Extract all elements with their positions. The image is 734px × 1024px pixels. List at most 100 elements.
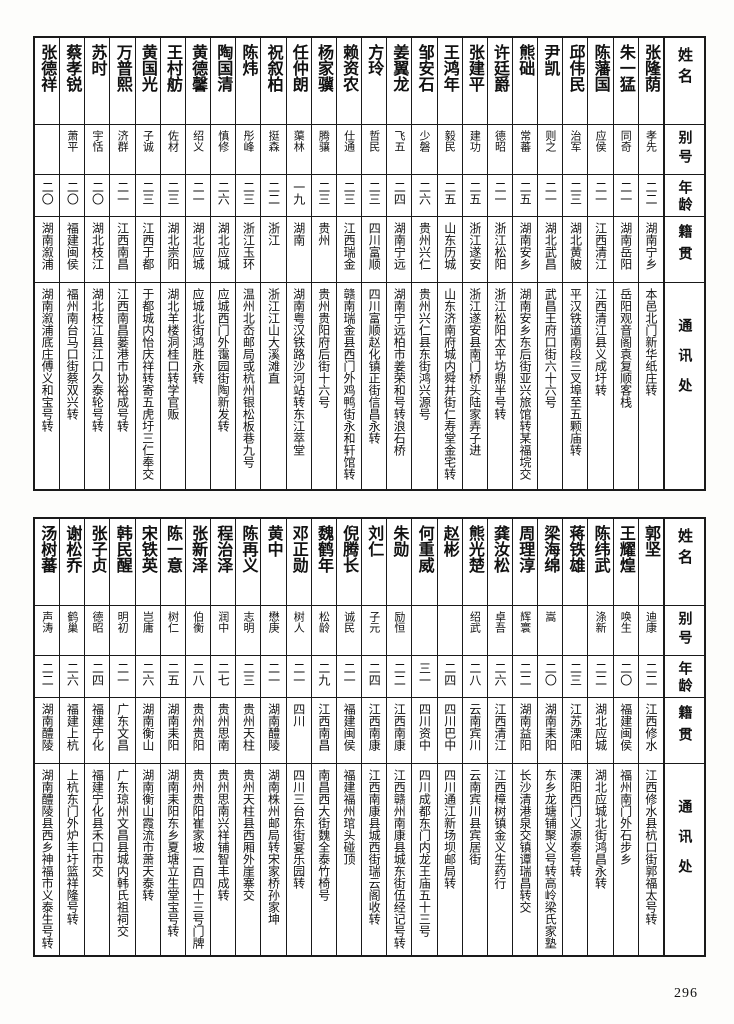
person-age-cell: 二五	[512, 174, 538, 216]
person-name-text: 张隆荫	[641, 44, 661, 92]
person-age-text: 二一	[342, 662, 357, 686]
person-column: 朱勋 励恒 二二 江西南康 江西赣州南康县城东街伍经记号转	[386, 519, 412, 955]
roster-table-bottom: 汤树蕃 声涛 二二 湖南醴陵 湖南醴陵县西乡神福市义泰生号转 谢松乔 鹤巢 二六 福建上杭 上杭东…	[33, 517, 706, 957]
person-age-cell: 二四	[437, 655, 462, 697]
person-column: 王村舫 佐材 二三 湖北崇阳 湖北羊楼洞桂口转学官贩	[159, 38, 185, 489]
person-origin-text: 江西南昌	[115, 222, 130, 270]
person-age-cell: 二四	[362, 655, 387, 697]
person-address-text: 福建福州琯头碰顶	[341, 769, 356, 865]
person-age-text: 二三	[241, 181, 256, 205]
person-name-cell: 张隆荫	[639, 38, 663, 124]
person-name-cell: 熊础	[513, 38, 537, 124]
person-alias-cell: 卓吾	[487, 605, 512, 655]
person-origin-cell: 浙江松阳	[487, 216, 512, 282]
person-address-text: 江西南昌蒌港市协裕成号转	[115, 288, 130, 432]
person-name-cell: 张德祥	[35, 38, 59, 124]
person-origin-text: 湖北应城	[191, 222, 206, 270]
person-alias-cell: 声涛	[35, 605, 60, 655]
person-origin-cell: 江西于都	[135, 216, 160, 282]
person-address-text: 东乡龙塘铺聚义号转高岭梁氏家塾	[543, 769, 558, 949]
person-age-cell: 一九	[286, 174, 311, 216]
person-origin-cell: 广东文昌	[110, 697, 135, 763]
person-alias-cell: 岂庸	[135, 605, 160, 655]
person-age-text: 二六	[140, 662, 155, 686]
person-alias-text: 辉寰	[518, 611, 532, 633]
person-alias-cell: 毅民	[437, 124, 462, 174]
person-address-text: 岳阳观音阁袁复顺客栈	[618, 288, 633, 408]
person-origin-cell: 浙江遂安	[462, 216, 487, 282]
person-alias-cell: 飞五	[387, 124, 412, 174]
person-address-cell: 四川成都东门内龙王庙五十三号	[412, 763, 437, 955]
person-alias-cell: 则之	[538, 124, 563, 174]
person-name-cell: 黄国光	[136, 38, 160, 124]
person-alias-cell: 挺森	[261, 124, 286, 174]
person-address-cell: 平汉铁道南段三叉埠至五颗庙转	[563, 282, 588, 489]
person-alias-text: 德昭	[91, 611, 104, 633]
person-name-cell: 龚汝松	[488, 519, 512, 605]
person-origin-text: 湖南岳阳	[618, 222, 633, 270]
person-alias-text: 仕通	[342, 130, 356, 152]
person-age-text: 二三	[140, 181, 155, 205]
person-alias-cell: 润中	[211, 605, 236, 655]
person-name-text: 张新泽	[189, 525, 209, 573]
person-alias-cell: 宇恬	[85, 124, 110, 174]
person-address-cell: 湖南粤汉铁路沙河站转东江萃堂	[286, 282, 311, 489]
person-name-cell: 宋铁英	[136, 519, 160, 605]
person-age-cell: 二五	[437, 174, 462, 216]
person-age-cell: 二六	[60, 655, 85, 697]
row-label-origin-cell: 籍贯	[664, 216, 704, 282]
person-address-text: 云南宾川县宾居街	[467, 769, 482, 865]
person-age-text: 二八	[467, 662, 482, 686]
person-origin-cell: 江西瑞金	[336, 216, 362, 282]
person-address-text: 湖南安乡东后街亚兴旅馆转某福垸交	[518, 288, 533, 480]
person-origin-cell: 湖南宁远	[387, 216, 412, 282]
person-alias-cell: 哲民	[362, 124, 387, 174]
person-name-cell: 陈纬武	[588, 519, 612, 605]
person-address-cell: 四川富顺赵化镇正街信昌永转	[362, 282, 387, 489]
row-label-column: 姓名 别号 年龄 籍贯 通讯处	[662, 38, 704, 489]
person-alias-text: 涤新	[594, 611, 608, 633]
person-column: 陈纬武 涤新 二二 湖北应城 湖北应城北街鸿昌永转	[587, 519, 613, 955]
person-name-text: 万普熙	[113, 44, 133, 92]
person-column: 龚汝松 卓吾 二六 江西清江 江西樟树镇金义生药行	[486, 519, 512, 955]
person-name-cell: 熊光楚	[463, 519, 487, 605]
person-alias-cell: 德昭	[85, 605, 110, 655]
person-origin-cell: 福建宁化	[85, 697, 110, 763]
person-address-cell: 湖北应城北街鸿昌永转	[588, 763, 613, 955]
person-name-text: 谢松乔	[63, 525, 83, 573]
person-alias-cell: 腾骧	[311, 124, 336, 174]
person-alias-text: 慎修	[216, 130, 230, 152]
person-name-text: 黄中	[264, 525, 284, 557]
person-origin-text: 浙江玉环	[241, 222, 256, 270]
person-origin-cell: 湖南岳阳	[613, 216, 638, 282]
person-origin-text: 贵州贵阳	[191, 703, 206, 751]
person-age-cell: 二〇	[85, 174, 110, 216]
person-column: 黄国光 子诚 二三 江西于都 于都城内怡庆祥转寄五虎圩三仁奉交	[134, 38, 160, 489]
person-alias-cell	[412, 605, 437, 655]
person-address-cell: 贵州贵阳府后街十六号	[311, 282, 336, 489]
person-name-cell: 朱一猛	[614, 38, 638, 124]
person-origin-cell: 湖南益阳	[512, 697, 538, 763]
person-address-cell: 福建福州琯头碰顶	[336, 763, 362, 955]
person-age-text: 二一	[115, 662, 130, 686]
person-name-cell: 赵彬	[438, 519, 462, 605]
person-name-cell: 陈藩国	[588, 38, 612, 124]
person-address-text: 武昌王府口街六十六号	[543, 288, 558, 408]
person-name-text: 陈再义	[239, 525, 259, 573]
person-name-text: 程治泽	[214, 525, 234, 573]
person-column: 何重威 三一 四川资中 四川成都东门内龙王庙五十三号	[411, 519, 437, 955]
person-address-text: 浙江遂安县南门桥头陆家弄子进	[467, 288, 482, 456]
person-origin-cell: 湖北应城	[185, 216, 211, 282]
person-age-cell: 二五	[160, 655, 185, 697]
person-name-text: 魏鹤年	[314, 525, 334, 573]
person-origin-cell: 浙江玉环	[236, 216, 261, 282]
person-origin-cell: 湖南衡山	[135, 697, 160, 763]
person-name-cell: 邱伟民	[563, 38, 587, 124]
person-origin-text: 江西瑞金	[342, 222, 357, 270]
person-origin-cell: 四川	[286, 697, 311, 763]
person-column: 许廷爵 德昭 二一 浙江松阳 浙江松阳太平坊鼎半号转	[486, 38, 512, 489]
person-alias-text: 诚民	[342, 611, 356, 633]
person-name-text: 许廷爵	[491, 44, 511, 92]
person-column: 赖资农 仕通 二三 江西瑞金 赣南瑞金县西门外鸡鸭街永和轩馆转	[335, 38, 362, 489]
